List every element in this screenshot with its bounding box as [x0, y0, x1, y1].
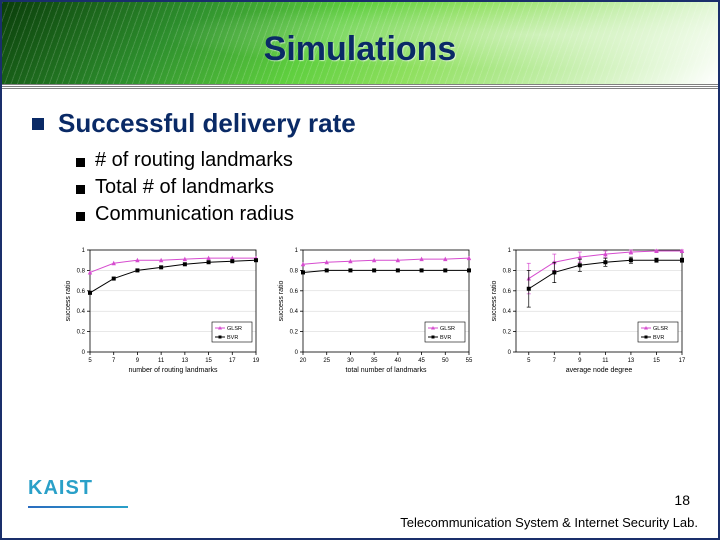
svg-text:15: 15 [205, 358, 212, 364]
bullet-square-icon [76, 212, 85, 221]
svg-text:0.2: 0.2 [503, 330, 512, 336]
svg-text:0.2: 0.2 [290, 330, 299, 336]
svg-text:total number of landmarks: total number of landmarks [346, 367, 427, 374]
svg-text:11: 11 [158, 358, 165, 364]
svg-text:0.6: 0.6 [77, 289, 86, 295]
svg-text:17: 17 [229, 358, 236, 364]
svg-text:19: 19 [253, 358, 260, 364]
svg-text:17: 17 [679, 358, 686, 364]
svg-text:GLSR: GLSR [227, 326, 242, 332]
bullet-square-icon [76, 158, 85, 167]
svg-text:0: 0 [508, 350, 512, 356]
svg-text:0: 0 [295, 350, 299, 356]
svg-text:0.2: 0.2 [77, 330, 86, 336]
svg-text:0.8: 0.8 [503, 268, 512, 274]
main-bullet: Successful delivery rate [32, 108, 688, 139]
sub-bullet-text: Communication radius [95, 203, 294, 226]
svg-text:7: 7 [553, 358, 557, 364]
logo-underline [28, 506, 128, 508]
svg-text:success ratio: success ratio [491, 280, 498, 321]
chart-routing-landmarks: 00.20.40.60.815791113151719number of rou… [62, 244, 262, 374]
bullet-square-icon [76, 185, 85, 194]
kaist-logo: KAIST [28, 477, 93, 500]
svg-text:13: 13 [182, 358, 189, 364]
svg-text:BVR: BVR [440, 335, 451, 341]
svg-text:average node degree: average node degree [566, 367, 633, 374]
svg-text:20: 20 [300, 358, 307, 364]
svg-text:1: 1 [508, 248, 512, 254]
svg-text:13: 13 [628, 358, 635, 364]
svg-text:0: 0 [82, 350, 86, 356]
svg-text:1: 1 [82, 248, 86, 254]
sub-bullet-1: Total # of landmarks [76, 176, 688, 199]
svg-text:9: 9 [136, 358, 140, 364]
svg-text:1: 1 [295, 248, 299, 254]
svg-text:55: 55 [466, 358, 473, 364]
svg-text:number of routing landmarks: number of routing landmarks [128, 367, 218, 374]
lab-name: Telecommunication System & Internet Secu… [400, 515, 698, 530]
sub-bullet-text: Total # of landmarks [95, 176, 274, 199]
svg-text:0.4: 0.4 [77, 309, 86, 315]
svg-text:11: 11 [602, 358, 609, 364]
svg-text:7: 7 [112, 358, 116, 364]
svg-text:30: 30 [347, 358, 354, 364]
svg-text:BVR: BVR [227, 335, 238, 341]
svg-text:0.8: 0.8 [290, 268, 299, 274]
content-area: Successful delivery rate # of routing la… [2, 90, 718, 226]
sub-bullet-text: # of routing landmarks [95, 149, 293, 172]
svg-text:0.6: 0.6 [503, 289, 512, 295]
svg-text:5: 5 [527, 358, 531, 364]
svg-text:0.4: 0.4 [290, 309, 299, 315]
svg-text:35: 35 [371, 358, 378, 364]
svg-text:9: 9 [578, 358, 582, 364]
svg-text:40: 40 [395, 358, 402, 364]
svg-text:50: 50 [442, 358, 449, 364]
page-number: 18 [674, 492, 690, 508]
main-bullet-text: Successful delivery rate [58, 108, 356, 139]
svg-text:success ratio: success ratio [65, 280, 72, 321]
slide: Simulations Successful delivery rate # o… [0, 0, 720, 540]
slide-title: Simulations [2, 30, 718, 69]
sub-bullet-0: # of routing landmarks [76, 149, 688, 172]
svg-text:0.4: 0.4 [503, 309, 512, 315]
svg-text:0.6: 0.6 [290, 289, 299, 295]
bullet-square-icon [32, 118, 44, 130]
chart-total-landmarks: 0 0.2 0.4 0.6 0.8 1 20 25 30 35 40 45 50 55 total numb… [275, 244, 475, 374]
sub-bullet-list: # of routing landmarks Total # of landma… [76, 149, 688, 226]
chart-node-degree: 00.20.40.60.8157911131517average node de… [488, 244, 688, 374]
footer: KAIST 18 Telecommunication System & Inte… [2, 470, 718, 538]
svg-text:15: 15 [653, 358, 660, 364]
svg-text:45: 45 [418, 358, 425, 364]
charts-row: 00.20.40.60.815791113151719number of rou… [2, 230, 718, 374]
sub-bullet-2: Communication radius [76, 203, 688, 226]
svg-text:25: 25 [323, 358, 330, 364]
svg-text:GLSR: GLSR [440, 326, 455, 332]
svg-text:success ratio: success ratio [278, 280, 285, 321]
svg-text:0.8: 0.8 [77, 268, 86, 274]
svg-text:GLSR: GLSR [653, 326, 668, 332]
svg-text:BVR: BVR [653, 335, 664, 341]
svg-text:5: 5 [88, 358, 92, 364]
